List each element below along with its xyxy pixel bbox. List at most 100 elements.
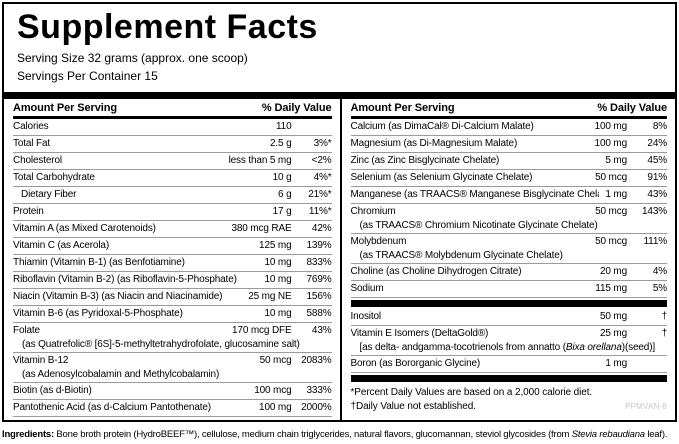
table-row: Choline (as Choline Dihydrogen Citrate) 2… <box>350 264 667 282</box>
table-row: Vitamin B-6 (as Pyridoxal-5-Phosphate) 10… <box>13 306 332 324</box>
row-name: Protein <box>13 206 44 218</box>
table-row: Folate 170 mcg DFE 43% (as Quatrefolic® [6S… <box>13 323 332 354</box>
row-amount: 50 mcg <box>259 355 292 367</box>
row-amount: 100 mg <box>594 138 628 150</box>
table-row: Vitamin E Isomers (DeltaGold®) 25 mg † [as … <box>350 326 668 357</box>
row-daily-value: <2% <box>311 155 332 167</box>
row-amount: 10 mg <box>264 257 292 269</box>
row-daily-value: 2000% <box>301 402 332 414</box>
row-daily-value: 333% <box>306 385 332 397</box>
supplement-facts-panel: Supplement Facts Serving Size 32 grams (… <box>2 2 677 422</box>
row-subtext: (as TRAACS® Chromium Nicotinate Glycinat… <box>359 219 598 231</box>
row-daily-value: † <box>661 328 668 340</box>
panel-header: Supplement Facts Serving Size 32 grams (… <box>4 4 675 86</box>
row-amount: 6 g <box>278 189 292 201</box>
daily-value-header: % Daily Value <box>261 102 332 115</box>
row-name: Total Carbohydrate <box>13 172 95 184</box>
row-daily-value: 588% <box>306 308 332 320</box>
row-amount: 10 mg <box>264 274 292 286</box>
row-name: Choline (as Choline Dihydrogen Citrate) <box>350 266 522 278</box>
row-subtext: (as Adenosylcobalamin and Methylcobalami… <box>22 368 220 380</box>
servings-per-container: Servings Per Container 15 <box>17 68 158 83</box>
table-row: Inositol 50 mg † <box>350 309 668 327</box>
table-row: Vitamin C (as Acerola) 125 mg 139% <box>13 238 332 256</box>
serving-info: Serving Size 32 grams (approx. one scoop… <box>17 51 661 84</box>
row-amount: 380 mcg RAE <box>231 223 292 235</box>
row-amount: 100 mg <box>259 402 292 414</box>
row-name: Calories <box>13 121 49 133</box>
row-daily-value: 8% <box>652 121 667 133</box>
row-daily-value: 45% <box>647 155 667 167</box>
row-daily-value: 5% <box>652 283 667 295</box>
row-name: Molybdenum <box>350 236 407 248</box>
row-amount: 25 mg NE <box>248 291 292 303</box>
table-row: Pantothenic Acid (as d-Calcium Pantothen… <box>13 400 332 418</box>
row-name: Cholesterol <box>13 155 62 167</box>
row-daily-value: 156% <box>306 291 332 303</box>
row-amount: 10 mg <box>264 308 292 320</box>
row-amount: less than 5 mg <box>228 155 292 167</box>
row-amount: 110 <box>276 121 292 133</box>
facts-column-left: Amount Per Serving % Daily Value Calorie… <box>4 99 340 420</box>
row-name: Calcium (as DimaCal® Di-Calcium Malate) <box>350 121 534 133</box>
row-daily-value: 4%* <box>313 172 332 184</box>
row-name: Zinc (as Zinc Bisglycinate Chelate) <box>350 155 500 167</box>
column-header: Amount Per Serving % Daily Value <box>350 99 667 120</box>
row-subtext: (as Quatrefolic® [6S]-5-methyltetrahydro… <box>22 338 300 350</box>
serving-size: Serving Size 32 grams (approx. one scoop… <box>17 51 248 66</box>
table-row: Vitamin B-12 50 mcg 2083% (as Adenosylcobal… <box>13 353 332 384</box>
table-row: Manganese (as TRAACS® Manganese Bisglyci… <box>350 187 667 205</box>
row-amount: 2.5 g <box>270 138 292 150</box>
row-name: Magnesium (as Di-Magnesium Malate) <box>350 138 518 150</box>
amount-per-serving-header: Amount Per Serving <box>350 102 455 115</box>
row-amount: 1 mg <box>605 189 627 201</box>
section-divider-bar <box>350 300 667 308</box>
table-row: Boron (as Bororganic Glycine) 1 mg <box>350 356 667 374</box>
table-row: Total Carbohydrate 10 g 4%* <box>13 170 332 188</box>
row-daily-value: 3%* <box>313 138 332 150</box>
row-name: Vitamin B-12 <box>13 355 69 367</box>
table-row: Chromium 50 mcg 143% (as TRAACS® Chromium N… <box>350 204 667 235</box>
table-row: Magnesium (as Di-Magnesium Malate) 100 mg… <box>350 136 667 154</box>
table-row: Molybdenum 50 mcg 111% (as TRAACS® Molybden… <box>350 234 668 265</box>
row-name: Vitamin B-6 (as Pyridoxal-5-Phosphate) <box>13 308 183 320</box>
row-daily-value: 43% <box>311 325 332 337</box>
column-header: Amount Per Serving % Daily Value <box>13 99 332 120</box>
table-row: Zinc (as Zinc Bisglycinate Chelate) 5 mg 4… <box>350 153 667 171</box>
row-amount: 25 mg <box>599 328 627 340</box>
row-name: Sodium <box>350 283 384 295</box>
row-amount: 50 mcg <box>595 172 627 184</box>
row-daily-value: 21%* <box>308 189 332 201</box>
row-daily-value: 43% <box>647 189 667 201</box>
table-row: Dietary Fiber 6 g 21%* <box>13 187 332 205</box>
row-amount: 100 mcg <box>254 385 292 397</box>
table-row: Total Fat 2.5 g 3%* <box>13 136 332 154</box>
row-subtext: (as TRAACS® Molybdenum Glycinate Chelate… <box>359 249 563 261</box>
row-name: Vitamin A (as Mixed Carotenoids) <box>13 223 156 235</box>
header-divider-bar <box>4 92 675 100</box>
row-name: Manganese (as TRAACS® Manganese Bisglyci… <box>350 189 600 201</box>
row-name: Total Fat <box>13 138 50 150</box>
row-amount: 5 mg <box>605 155 627 167</box>
row-name: Dietary Fiber <box>21 189 77 201</box>
table-row: Selenium (as Selenium Glycinate Chelate)… <box>350 170 667 188</box>
row-amount: 170 mcg DFE <box>232 325 292 337</box>
row-amount: 100 mg <box>594 121 628 133</box>
row-daily-value: 42% <box>311 223 332 235</box>
row-amount: 50 mcg <box>595 206 627 218</box>
row-daily-value: 143% <box>642 206 667 218</box>
row-name: Pantothenic Acid (as d-Calcium Pantothen… <box>13 402 211 414</box>
row-name: Boron (as Bororganic Glycine) <box>350 358 481 370</box>
row-amount: 115 mg <box>595 283 627 295</box>
table-row: Biotin (as d-Biotin) 100 mcg 333% <box>13 383 332 401</box>
row-daily-value: 111% <box>643 236 668 248</box>
row-daily-value: † <box>661 311 668 323</box>
row-daily-value: 833% <box>306 257 332 269</box>
daily-value-header: % Daily Value <box>597 102 667 115</box>
row-name: Thiamin (Vitamin B-1) (as Benfotiamine) <box>13 257 185 269</box>
table-row: Calcium (as DimaCal® Di-Calcium Malate) 1… <box>350 119 667 137</box>
left-rows-list: Calories 110 Total Fat 2.5 g 3%* Cholesterol l… <box>13 119 332 418</box>
table-row: Sodium 115 mg 5% <box>350 281 667 299</box>
row-daily-value: 769% <box>306 274 332 286</box>
row-amount: 10 g <box>272 172 292 184</box>
